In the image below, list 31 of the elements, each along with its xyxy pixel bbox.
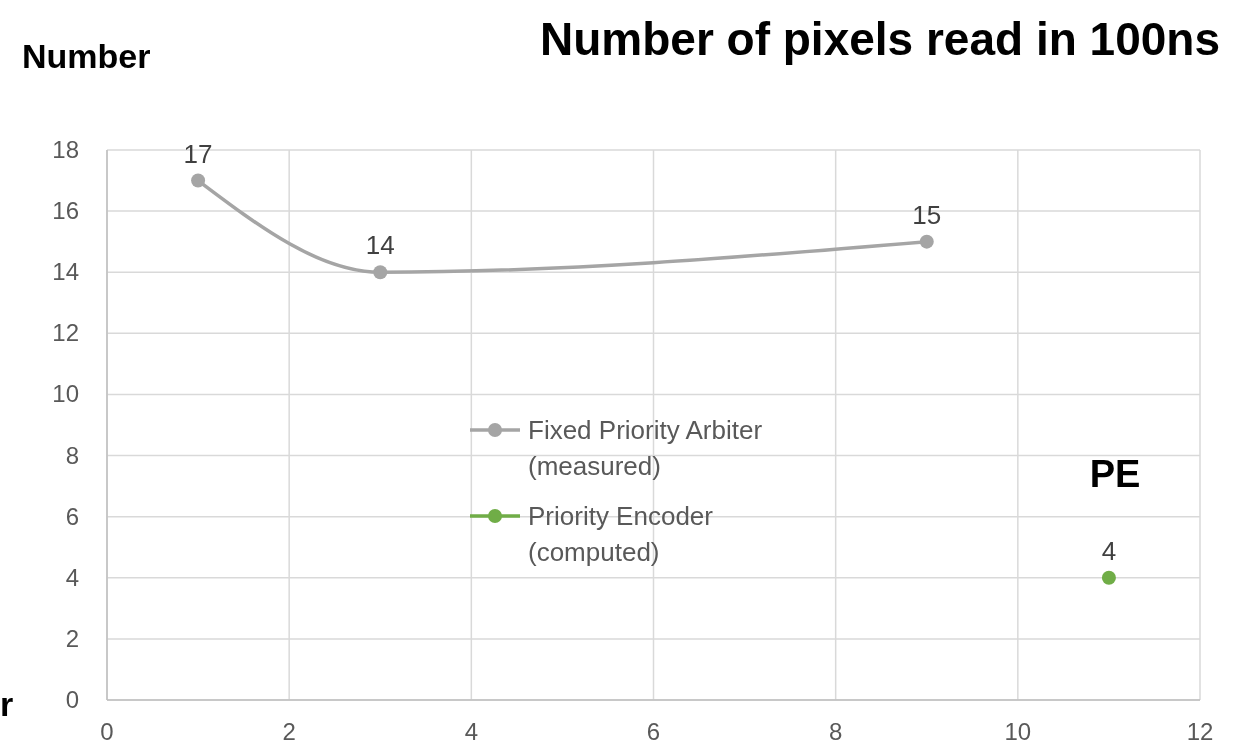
x-tick-label: 8: [828, 718, 843, 745]
x-tick-label: 6: [646, 718, 661, 745]
point: [373, 265, 388, 280]
y-axis-title: Number: [22, 37, 151, 75]
text: r: [0, 685, 14, 723]
y-tick-label: 10: [52, 380, 79, 408]
y-tick-label: 2: [65, 624, 79, 652]
x-tick-label: 0: [100, 718, 114, 745]
y-tick-label: 0: [65, 686, 79, 713]
y-tick-label: 4: [65, 563, 79, 591]
data-label: 15: [912, 199, 942, 230]
y-tick-label: 12: [52, 319, 79, 347]
point: [919, 234, 934, 249]
y-tick-label: 14: [52, 258, 79, 286]
data-label: 17: [183, 138, 213, 169]
data-label: 14: [365, 230, 395, 261]
y-tick-label: 8: [65, 441, 79, 469]
legend-label: Priority Encoder (computed): [528, 501, 714, 567]
x-tick-label: 2: [282, 718, 296, 745]
x-tick-label: 4: [464, 718, 479, 745]
legend-label: Fixed Priority Arbiter (measured): [528, 415, 763, 481]
y-tick-label: 16: [52, 197, 79, 225]
y-tick-label: 18: [52, 136, 79, 163]
data-label: 4: [1101, 535, 1117, 566]
annotation: PE: [1089, 453, 1141, 495]
x-tick-label: 10: [1004, 718, 1032, 745]
point: [191, 173, 206, 188]
x-tick-label: 12: [1186, 718, 1214, 745]
point: [1101, 570, 1116, 585]
chart-title: Number of pixels read in 100ns: [539, 13, 1220, 65]
y-tick-label: 6: [65, 502, 79, 530]
